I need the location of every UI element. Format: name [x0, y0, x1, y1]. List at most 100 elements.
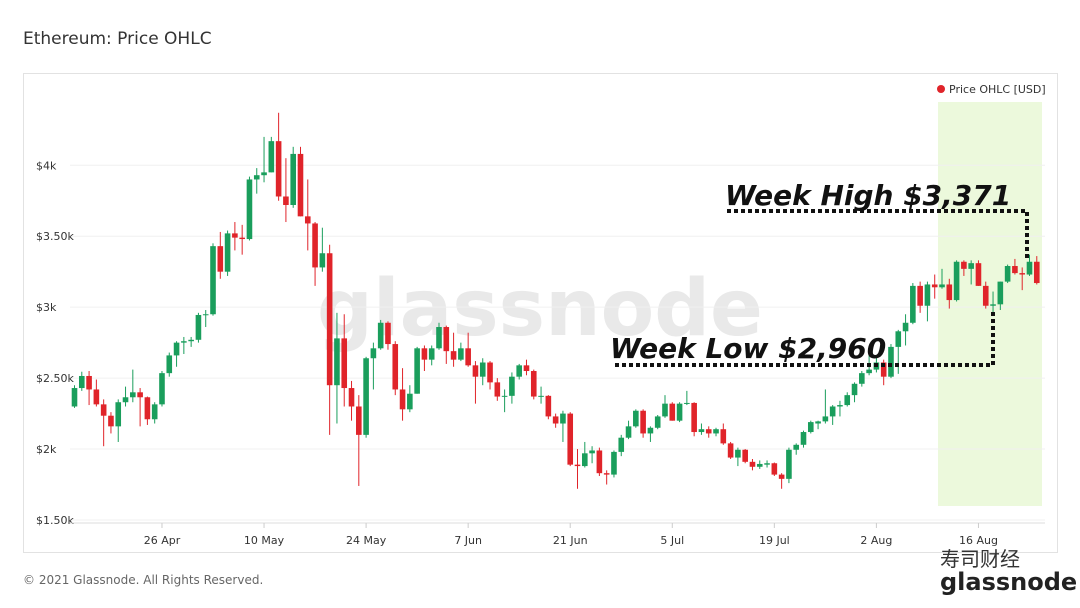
candle-body [574, 464, 581, 467]
candle-body [450, 351, 457, 360]
candle-body [334, 338, 340, 386]
candle-body [786, 449, 792, 479]
candle-body [239, 237, 245, 240]
x-tick-label: 26 Apr [144, 534, 181, 547]
candle-body [523, 365, 530, 372]
candle-body [283, 196, 289, 205]
candle-body [589, 450, 595, 454]
candle-body [181, 341, 187, 343]
candle-body [946, 284, 953, 301]
candle-body [603, 473, 610, 475]
candle-body [465, 348, 471, 366]
badge: 寿司财经 [940, 547, 1020, 571]
candle-body [304, 216, 311, 224]
candle-body [246, 179, 253, 240]
candle-body [297, 153, 304, 217]
x-tick-label: 5 Jul [660, 534, 684, 547]
candle-body [764, 463, 770, 465]
candle-body [837, 405, 843, 407]
legend-label: Price OHLC [USD] [949, 83, 1046, 96]
annotation: Week Low $2,960 [610, 332, 886, 365]
candle-body [633, 410, 639, 427]
candle-body [151, 404, 158, 420]
candle-body [538, 395, 544, 397]
candle-body [807, 422, 814, 433]
candle-body [501, 395, 508, 397]
candle-body [917, 285, 923, 306]
candle-body [1012, 266, 1018, 274]
candle-body [78, 375, 85, 389]
candle-body [669, 403, 676, 421]
candle-body [443, 327, 450, 352]
candle-body [261, 172, 267, 176]
candle-body [312, 223, 318, 268]
candle-body [822, 416, 829, 422]
candle-body [618, 437, 625, 452]
candle-body [567, 413, 574, 465]
candle-body [516, 365, 522, 377]
candle-body [472, 365, 479, 377]
candle-body [851, 383, 858, 396]
candle-body [86, 375, 92, 390]
candle-body [793, 444, 800, 450]
candle-body [975, 263, 982, 286]
candle-body [866, 369, 872, 374]
candle-body [363, 358, 369, 435]
candle-body [931, 284, 938, 288]
candle-body [997, 281, 1004, 305]
x-tick-label: 7 Jun [454, 534, 482, 547]
footer: © 2021 Glassnode. All Rights Reserved. [23, 573, 264, 587]
candle-body [654, 416, 661, 428]
candle-body [130, 392, 136, 398]
candle-body [582, 453, 588, 467]
candle-body [662, 403, 668, 417]
candle-body [596, 450, 603, 474]
candle-body [414, 348, 420, 394]
candle-body [611, 451, 617, 475]
candle-body [487, 362, 493, 383]
week-low-line [615, 312, 995, 367]
candle-body [377, 322, 384, 349]
candle-body [778, 474, 785, 479]
candle-body [676, 403, 683, 421]
candle-body [494, 382, 501, 397]
candle-body [552, 416, 559, 424]
candle-body [829, 406, 836, 417]
candle-body [1019, 273, 1025, 275]
candle-body [509, 376, 515, 396]
candle-body [399, 389, 406, 410]
candle-body [122, 397, 129, 403]
candle-body [159, 373, 165, 405]
candle-body [370, 348, 377, 359]
candle-body [713, 429, 719, 434]
candle-body [210, 246, 216, 315]
candle-body [990, 304, 996, 306]
candle-body [727, 443, 734, 458]
candle-body [756, 463, 763, 467]
week-high-line [727, 209, 1029, 258]
candle-body [844, 395, 851, 406]
candle-body [859, 373, 865, 384]
candle-body [771, 463, 778, 475]
candle-body [71, 388, 78, 407]
candle-body [1004, 266, 1011, 282]
candle-body [880, 362, 887, 377]
y-tick-label: $1.50k [36, 514, 74, 527]
y-tick-label: $4k [36, 159, 57, 172]
candle-body [421, 348, 428, 360]
x-tick-label: 24 May [346, 534, 387, 547]
badge-brand: glassnode [940, 568, 1077, 596]
candle-body [195, 314, 202, 340]
chart-title: Ethereum: Price OHLC [23, 29, 212, 49]
highlight-region [938, 102, 1042, 506]
candle-body [115, 402, 122, 427]
candle-body [647, 427, 654, 434]
candle-body [982, 285, 989, 306]
candle-body [888, 346, 894, 377]
y-tick-label: $3.50k [36, 230, 74, 243]
candle-body [815, 421, 821, 424]
candle-body [217, 246, 224, 272]
candle-body [560, 413, 566, 424]
x-tick-label: 21 Jun [553, 534, 588, 547]
